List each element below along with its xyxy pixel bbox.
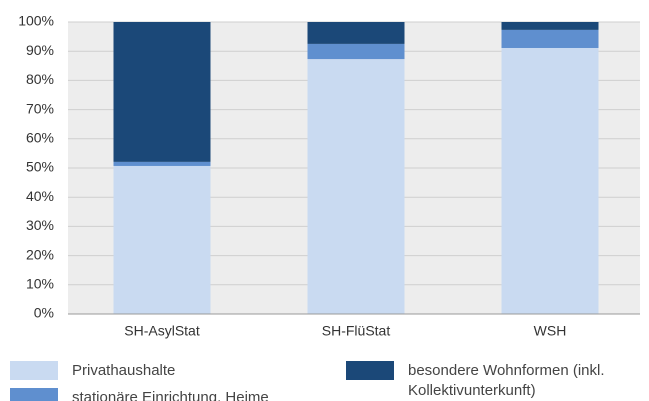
bar-segment [501, 22, 599, 30]
x-tick-label: SH-AsylStat [124, 323, 200, 339]
bar-segment [501, 29, 599, 48]
x-tick-label: WSH [534, 323, 567, 339]
bar-segment [307, 59, 405, 314]
y-tick-label: 30% [26, 217, 54, 233]
y-tick-label: 20% [26, 246, 54, 262]
y-tick-label: 50% [26, 159, 54, 175]
y-tick-label: 60% [26, 130, 54, 146]
x-tick-label: SH-FlüStat [322, 323, 391, 339]
legend-swatch [346, 361, 394, 380]
y-tick-label: 100% [18, 13, 54, 29]
legend-item: besondere Wohnformen (inkl. Kollektivunt… [346, 361, 628, 401]
legend-label: Privathaushalte [72, 362, 176, 379]
y-tick-label: 80% [26, 71, 54, 87]
y-tick-label: 90% [26, 42, 54, 58]
legend-label: stationäre Einrichtung, Heime [72, 389, 269, 401]
y-tick-label: 40% [26, 188, 54, 204]
y-tick-label: 0% [34, 305, 54, 321]
bar-segment [307, 22, 405, 44]
legend-label: besondere Wohnformen (inkl. Kollektivunt… [408, 362, 605, 399]
bar-segment [113, 22, 211, 162]
bar-segment [307, 43, 405, 60]
legend-item: stationäre Einrichtung, Heime [10, 388, 312, 401]
bar-segment [113, 161, 211, 166]
legend-swatch [10, 388, 58, 401]
plot: 0% 10% 20% 30% 40% 50% 60% 70% 80% 90% 100% SH-Asyl… [18, 13, 640, 339]
bar-segment [113, 165, 211, 314]
legend-swatch [10, 361, 58, 380]
legend-item: Privathaushalte [10, 361, 312, 381]
bar-segment [501, 47, 599, 314]
y-tick-label: 70% [26, 100, 54, 116]
y-tick-label: 10% [26, 276, 54, 292]
